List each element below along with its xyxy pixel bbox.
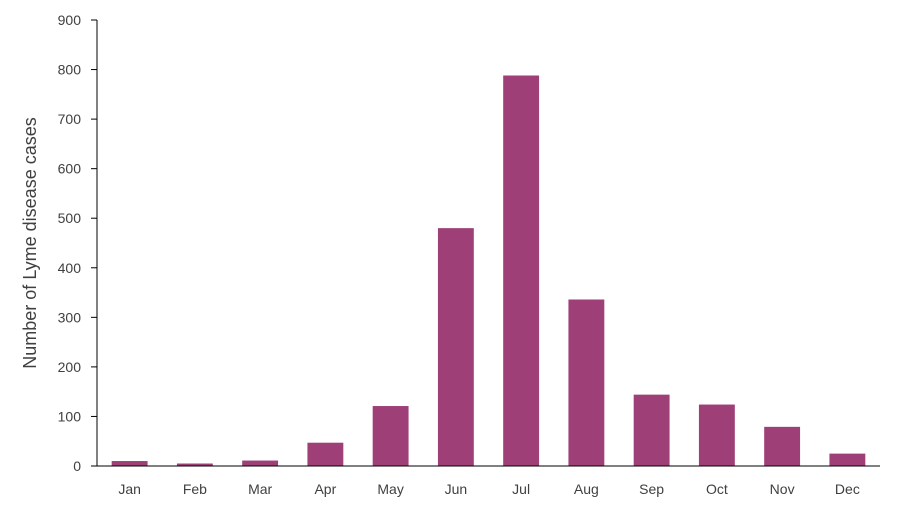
y-tick-label: 200 (58, 359, 82, 375)
x-tick-label: Jan (118, 481, 141, 497)
x-tick-label: Aug (574, 481, 599, 497)
x-tick-label: Jun (445, 481, 468, 497)
bar-feb (176, 463, 213, 466)
bar-jul (503, 75, 540, 466)
x-tick-label: May (377, 481, 403, 497)
x-tick-label: Oct (706, 481, 728, 497)
bar-nov (764, 426, 801, 466)
y-tick-label: 0 (73, 458, 81, 474)
bar-jan (111, 461, 148, 466)
x-tick-label: Nov (770, 481, 795, 497)
x-tick-label: Sep (639, 481, 664, 497)
bar-oct (698, 404, 735, 466)
x-tick-label: Dec (835, 481, 860, 497)
x-tick-label: Jul (512, 481, 530, 497)
bar-may (372, 406, 409, 466)
bar-jun (437, 228, 474, 466)
x-tick-label: Mar (248, 481, 272, 497)
x-tick-label: Feb (183, 481, 207, 497)
y-tick-label: 800 (58, 62, 82, 78)
y-tick-label: 100 (58, 408, 82, 424)
bar-apr (307, 442, 344, 466)
bar-mar (242, 460, 279, 466)
y-tick-label: 300 (58, 309, 82, 325)
bar-dec (829, 453, 866, 466)
bar-sep (633, 394, 670, 466)
x-tick-label: Apr (314, 481, 336, 497)
y-axis-ticks: 0 100 200 300 400 500 600 700 800 900 (58, 12, 97, 474)
bars (111, 75, 866, 466)
y-tick-label: 900 (58, 12, 82, 28)
y-axis-title: Number of Lyme disease cases (20, 117, 40, 368)
y-tick-label: 500 (58, 210, 82, 226)
bar-aug (568, 299, 605, 466)
y-tick-label: 600 (58, 161, 82, 177)
x-axis-labels: Jan Feb Mar Apr May Jun Jul Aug Sep Oct Nov Dec (118, 481, 859, 497)
y-tick-label: 700 (58, 111, 82, 127)
y-tick-label: 400 (58, 260, 82, 276)
